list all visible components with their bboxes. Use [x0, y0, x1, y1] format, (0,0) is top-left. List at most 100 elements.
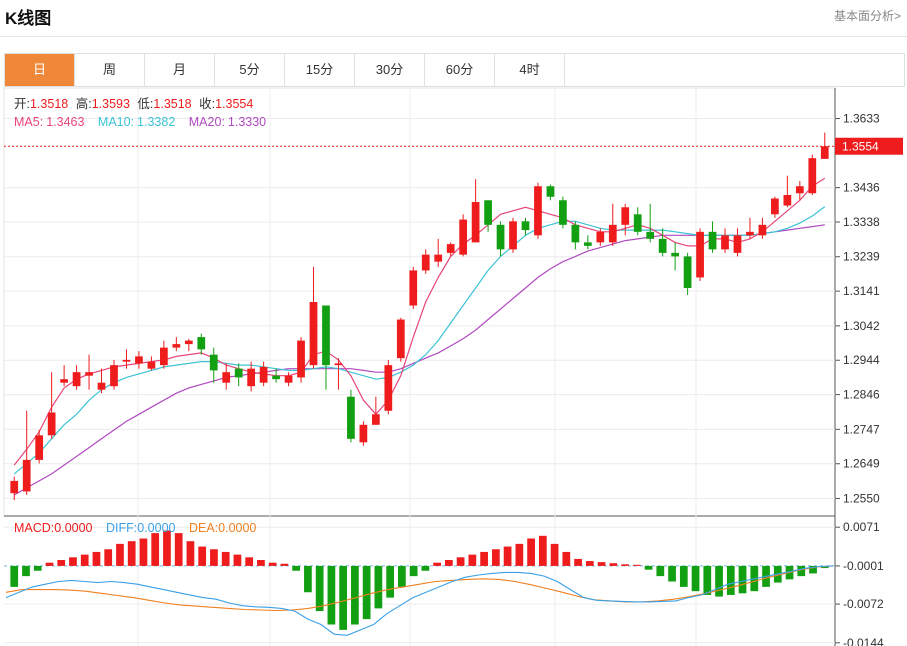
candle-body	[47, 412, 56, 436]
macd-bar	[257, 560, 265, 566]
close-label: 收:	[199, 97, 215, 111]
ma5-label: MA5:	[14, 115, 43, 129]
macd-bar	[527, 538, 535, 566]
macd-bar	[609, 563, 618, 566]
macd-bar	[315, 565, 324, 612]
candle	[683, 252, 692, 295]
candle-body	[820, 146, 829, 159]
candle-body	[746, 231, 754, 236]
candle	[284, 372, 293, 387]
candle	[97, 368, 106, 394]
candle	[122, 349, 131, 369]
candle-body	[222, 372, 231, 383]
macd-bar	[304, 565, 312, 593]
macd-bar	[268, 562, 277, 566]
candle-body	[396, 319, 405, 359]
macd-bar	[468, 554, 477, 566]
macd-bar	[421, 565, 430, 571]
candle	[621, 203, 630, 236]
tab-30min[interactable]: 30分	[355, 54, 425, 86]
candlesticks	[10, 132, 829, 501]
candle-body	[571, 224, 580, 243]
current-price-label: 1.3554	[842, 140, 879, 154]
candle-body	[347, 396, 355, 439]
high-label: 高:	[76, 96, 92, 111]
candle	[496, 221, 505, 257]
macd-bar	[210, 549, 218, 566]
candle-body	[409, 270, 418, 306]
tab-5min[interactable]: 5分	[215, 54, 285, 86]
candle-body	[521, 221, 530, 231]
macd-bar	[139, 538, 148, 566]
low-label: 低:	[137, 97, 153, 111]
macd-bar	[409, 565, 418, 577]
candle-body	[85, 372, 93, 376]
candle	[309, 266, 318, 369]
macd-bar	[691, 565, 700, 592]
candle-body	[284, 375, 293, 383]
candle	[60, 365, 68, 387]
macd-tick-label: -0.0001	[843, 559, 884, 573]
candle	[608, 203, 617, 246]
candle-body	[534, 186, 542, 236]
candle-body	[484, 200, 492, 225]
price-tick-label: 1.3141	[843, 284, 880, 298]
tab-month[interactable]: 月	[145, 54, 215, 86]
candle	[222, 363, 231, 390]
candle-body	[459, 219, 468, 255]
candle-body	[771, 198, 779, 215]
candle	[559, 196, 567, 229]
price-tick-label: 1.2846	[843, 388, 880, 402]
tab-day[interactable]: 日	[5, 54, 75, 86]
candle-body	[596, 231, 605, 243]
candle-body	[122, 359, 131, 362]
candle	[521, 217, 530, 236]
candle-body	[559, 200, 567, 225]
tab-60min[interactable]: 60分	[425, 54, 495, 86]
tab-4h[interactable]: 4时	[495, 54, 565, 86]
ma10-value: 1.3382	[137, 115, 175, 129]
diff-label: DIFF:	[106, 521, 137, 535]
ma-readout: MA5: 1.3463 MA10: 1.3382 MA20: 1.3330	[14, 115, 266, 129]
candle-body	[359, 424, 368, 443]
candle-body	[10, 480, 19, 494]
macd-bar	[280, 563, 289, 566]
ma5-line	[13, 177, 826, 466]
candle	[85, 354, 93, 390]
candle-body	[733, 235, 742, 253]
candle-body	[72, 372, 81, 387]
candle-body	[234, 368, 243, 378]
macd-bar	[57, 560, 66, 566]
candle	[534, 182, 542, 239]
macd-panel	[4, 530, 835, 636]
candle	[234, 363, 243, 387]
candle-body	[197, 337, 206, 350]
macd-bar	[362, 565, 371, 620]
ma5-value: 1.3463	[46, 115, 84, 129]
tab-15min[interactable]: 15分	[285, 54, 355, 86]
fundamental-analysis-link[interactable]: 基本面分析>	[833, 9, 901, 23]
candle	[546, 184, 555, 201]
ma20-label: MA20:	[189, 115, 225, 129]
macd-bar	[10, 565, 19, 587]
dea-label: DEA:	[189, 521, 218, 535]
candle-body	[421, 254, 430, 271]
price-tick-label: 1.3042	[843, 319, 880, 333]
candle-body	[384, 365, 393, 411]
price-tick-label: 1.2747	[843, 422, 880, 436]
macd-bar	[22, 565, 30, 577]
candle	[421, 249, 430, 274]
candle-body	[147, 361, 156, 369]
tab-week[interactable]: 周	[75, 54, 145, 86]
candle-body	[446, 244, 455, 253]
candle	[209, 347, 218, 383]
candle	[371, 396, 380, 425]
macd-bar	[562, 551, 571, 566]
macd-bar	[327, 565, 336, 625]
candle-body	[808, 158, 817, 194]
price-tick-label: 1.2550	[843, 491, 880, 505]
price-axis: 1.3633 1.3436 1.3338 1.3239 1.3141 1.3042 1.29…	[835, 112, 880, 505]
candle-body	[209, 354, 218, 371]
macd-bar	[151, 533, 160, 566]
